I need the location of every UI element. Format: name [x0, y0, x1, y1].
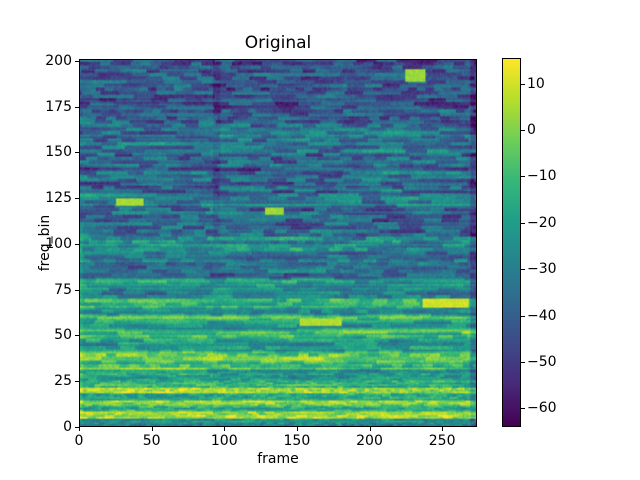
x-tick-label: 250: [428, 433, 456, 449]
x-tick-mark: [296, 427, 298, 431]
x-tick-label: 50: [142, 433, 161, 449]
colorbar-tick-mark: [521, 408, 525, 410]
y-tick-label: 0: [63, 419, 72, 435]
x-tick-mark: [442, 427, 444, 431]
colorbar-tick-label: −50: [527, 354, 557, 371]
y-tick-label: 150: [45, 144, 72, 161]
colorbar-tick-mark: [521, 269, 525, 271]
colorbar-tick-mark: [521, 315, 525, 317]
chart-title: Original: [244, 33, 312, 53]
colorbar-tick-label: −60: [527, 400, 557, 417]
colorbar-tick-label: 10: [527, 75, 545, 92]
colorbar-tick-label: −40: [527, 307, 557, 324]
x-tick-label: 100: [210, 433, 238, 449]
x-tick-mark: [224, 427, 226, 431]
x-tick-mark: [369, 427, 371, 431]
colorbar-tick-mark: [521, 362, 525, 364]
y-tick-mark: [75, 152, 79, 154]
y-tick-label: 175: [45, 98, 72, 115]
y-tick-label: 125: [45, 190, 72, 207]
colorbar-tick-mark: [521, 83, 525, 85]
colorbar-tick-label: −20: [527, 214, 557, 231]
colorbar: [502, 58, 521, 427]
y-tick-mark: [75, 106, 79, 108]
colorbar-tick-label: −10: [527, 168, 557, 185]
colorbar-tick-mark: [521, 129, 525, 131]
y-tick-label: 100: [45, 235, 72, 252]
x-tick-label: 150: [283, 433, 311, 449]
y-tick-mark: [75, 243, 79, 245]
colorbar-tick-mark: [521, 222, 525, 224]
x-axis-label: frame: [257, 451, 299, 467]
y-tick-mark: [75, 335, 79, 337]
plot-area: [79, 59, 477, 427]
y-tick-mark: [75, 427, 79, 428]
y-tick-label: 75: [54, 281, 72, 298]
x-tick-mark: [151, 427, 153, 431]
y-tick-mark: [75, 198, 79, 200]
colorbar-tick-mark: [521, 176, 525, 178]
x-tick-mark: [79, 427, 80, 431]
y-tick-label: 200: [45, 52, 72, 69]
colorbar-tick-label: 0: [527, 121, 536, 138]
y-tick-label: 25: [54, 373, 72, 390]
x-tick-label: 0: [74, 433, 84, 449]
x-tick-label: 200: [356, 433, 383, 449]
y-tick-label: 50: [54, 327, 72, 344]
spectrogram-heatmap: [80, 60, 476, 426]
y-tick-mark: [75, 381, 79, 383]
y-tick-mark: [75, 60, 79, 62]
y-tick-mark: [75, 289, 79, 291]
colorbar-tick-label: −30: [527, 261, 557, 278]
